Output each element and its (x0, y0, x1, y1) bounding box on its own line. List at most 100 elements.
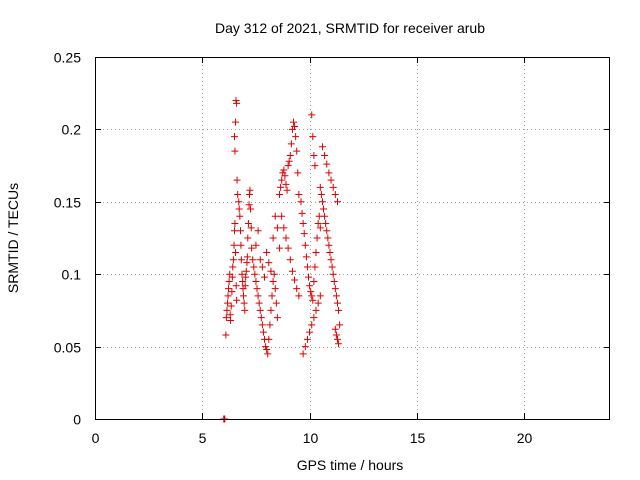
data-point (258, 321, 266, 329)
data-point (323, 227, 331, 235)
data-point (332, 331, 340, 339)
data-point (301, 343, 309, 351)
data-point (335, 306, 343, 314)
data-point (252, 277, 260, 285)
data-point (270, 270, 278, 278)
data-point (224, 292, 232, 300)
data-point (301, 241, 309, 249)
data-point (302, 253, 310, 261)
data-point (229, 263, 237, 271)
data-point (282, 180, 290, 188)
x-tick-label: 20 (517, 430, 533, 446)
data-point (259, 328, 267, 336)
data-point (321, 212, 329, 220)
data-point (331, 191, 339, 199)
data-point (255, 299, 263, 307)
data-point (232, 282, 240, 290)
y-tick-label: 0.25 (54, 50, 81, 66)
data-point (283, 186, 291, 194)
data-point (309, 133, 317, 141)
data-point (306, 282, 314, 290)
data-point (333, 198, 341, 206)
data-point (285, 157, 293, 165)
data-point (323, 160, 331, 168)
data-point (312, 306, 320, 314)
data-point (320, 205, 328, 213)
data-point (299, 220, 307, 228)
data-point (308, 292, 316, 300)
data-point (281, 172, 289, 180)
data-point (303, 335, 311, 343)
data-point (284, 162, 292, 170)
data-point (288, 267, 296, 275)
data-point (271, 212, 279, 220)
data-point (238, 270, 246, 278)
data-point (253, 285, 261, 293)
data-point (235, 198, 243, 206)
data-point (245, 201, 253, 209)
x-tick-label: 10 (303, 430, 319, 446)
x-tick-label: 15 (410, 430, 426, 446)
data-point (246, 186, 254, 194)
data-point (222, 331, 230, 339)
data-point (333, 335, 341, 343)
data-point (289, 118, 297, 126)
data-point (331, 285, 339, 293)
data-point (224, 285, 232, 293)
data-point (249, 256, 257, 264)
data-point (257, 314, 265, 322)
data-point (308, 111, 316, 119)
data-point (299, 350, 307, 358)
data-point (293, 147, 301, 155)
data-point (223, 306, 231, 314)
data-point (308, 321, 316, 329)
data-point (316, 292, 324, 300)
data-point (262, 343, 270, 351)
data-point (317, 191, 325, 199)
data-point (292, 133, 300, 141)
data-point (251, 270, 259, 278)
data-point (336, 321, 344, 329)
data-point (264, 350, 272, 358)
data-point (241, 306, 249, 314)
data-point (265, 259, 273, 267)
data-point (277, 183, 285, 191)
data-point (263, 248, 271, 256)
data-point (322, 220, 330, 228)
data-point (329, 270, 337, 278)
data-point (306, 328, 314, 336)
data-point (232, 96, 240, 104)
data-point (276, 191, 284, 199)
data-point (291, 123, 299, 131)
data-point (327, 256, 335, 264)
data-point (239, 277, 247, 285)
data-point (242, 267, 250, 275)
data-point (295, 292, 303, 300)
data-point (313, 234, 321, 242)
data-point (233, 296, 241, 304)
y-tick-label: 0.15 (54, 195, 81, 211)
x-tick-label: 0 (92, 430, 100, 446)
data-point (269, 277, 277, 285)
data-point (250, 263, 258, 271)
data-point (236, 212, 244, 220)
data-points (220, 96, 344, 423)
data-point (230, 241, 238, 249)
data-point (254, 227, 262, 235)
data-point (256, 306, 264, 314)
data-point (309, 296, 317, 304)
data-point (269, 234, 277, 242)
data-point (329, 183, 337, 191)
data-point (312, 248, 320, 256)
data-point (268, 292, 276, 300)
data-point (328, 263, 336, 271)
data-point (331, 325, 339, 333)
data-point (321, 151, 329, 159)
data-point (247, 224, 255, 232)
data-point (230, 133, 238, 141)
data-point (243, 253, 251, 261)
data-point (297, 198, 305, 206)
data-point (303, 263, 311, 271)
